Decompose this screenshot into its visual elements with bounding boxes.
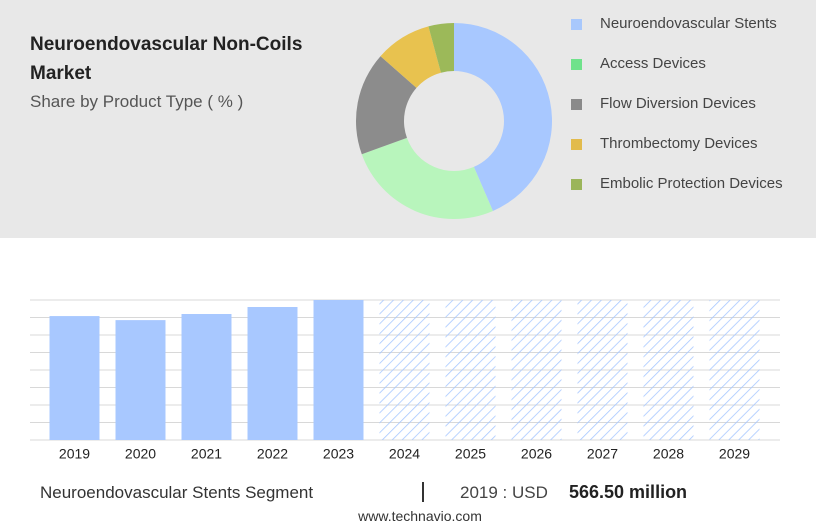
legend-label: Neuroendovascular Stents (600, 15, 777, 32)
bar (49, 316, 100, 440)
legend-label: Flow Diversion Devices (600, 95, 756, 112)
pie-slice (428, 23, 454, 73)
legend-label: Thrombectomy Devices (600, 135, 758, 152)
bar (181, 314, 232, 440)
forecast-placeholder (643, 300, 694, 440)
x-tick-label: 2024 (389, 446, 420, 462)
x-tick-label: 2023 (323, 446, 354, 462)
footer-year: 2019 : USD (460, 483, 548, 502)
footer-url: www.technavio.com (358, 508, 482, 524)
legend-swatch (571, 139, 582, 150)
x-tick-label: 2028 (653, 446, 684, 462)
legend-swatch (571, 19, 582, 30)
x-tick-label: 2020 (125, 446, 156, 462)
legend-label: Access Devices (600, 55, 706, 72)
x-tick-label: 2026 (521, 446, 552, 462)
footer-value: 566.50 million (569, 482, 688, 502)
bar (115, 320, 166, 440)
forecast-placeholder (511, 300, 562, 440)
legend-label: Embolic Protection Devices (600, 175, 783, 192)
forecast-placeholder (709, 300, 760, 440)
x-tick-label: 2025 (455, 446, 486, 462)
legend-swatch (571, 179, 582, 190)
legend-swatch (571, 59, 582, 70)
footer-segment: Neuroendovascular Stents Segment (40, 483, 314, 502)
x-tick-label: 2029 (719, 446, 750, 462)
x-tick-label: 2021 (191, 446, 222, 462)
x-tick-label: 2027 (587, 446, 618, 462)
x-tick-label: 2022 (257, 446, 288, 462)
forecast-placeholder (445, 300, 496, 440)
bar (313, 300, 364, 440)
x-tick-label: 2019 (59, 446, 90, 462)
chart-title: Neuroendovascular Non-Coils Market (30, 34, 303, 84)
legend-swatch (571, 99, 582, 110)
pie-slice (380, 26, 441, 88)
bar (247, 307, 298, 440)
chart-subtitle: Share by Product Type ( % ) (30, 92, 244, 111)
pie-slice (361, 137, 493, 219)
forecast-placeholder (379, 300, 430, 440)
pie-slice (355, 56, 417, 155)
pie-slice (454, 23, 552, 211)
forecast-placeholder (577, 300, 628, 440)
